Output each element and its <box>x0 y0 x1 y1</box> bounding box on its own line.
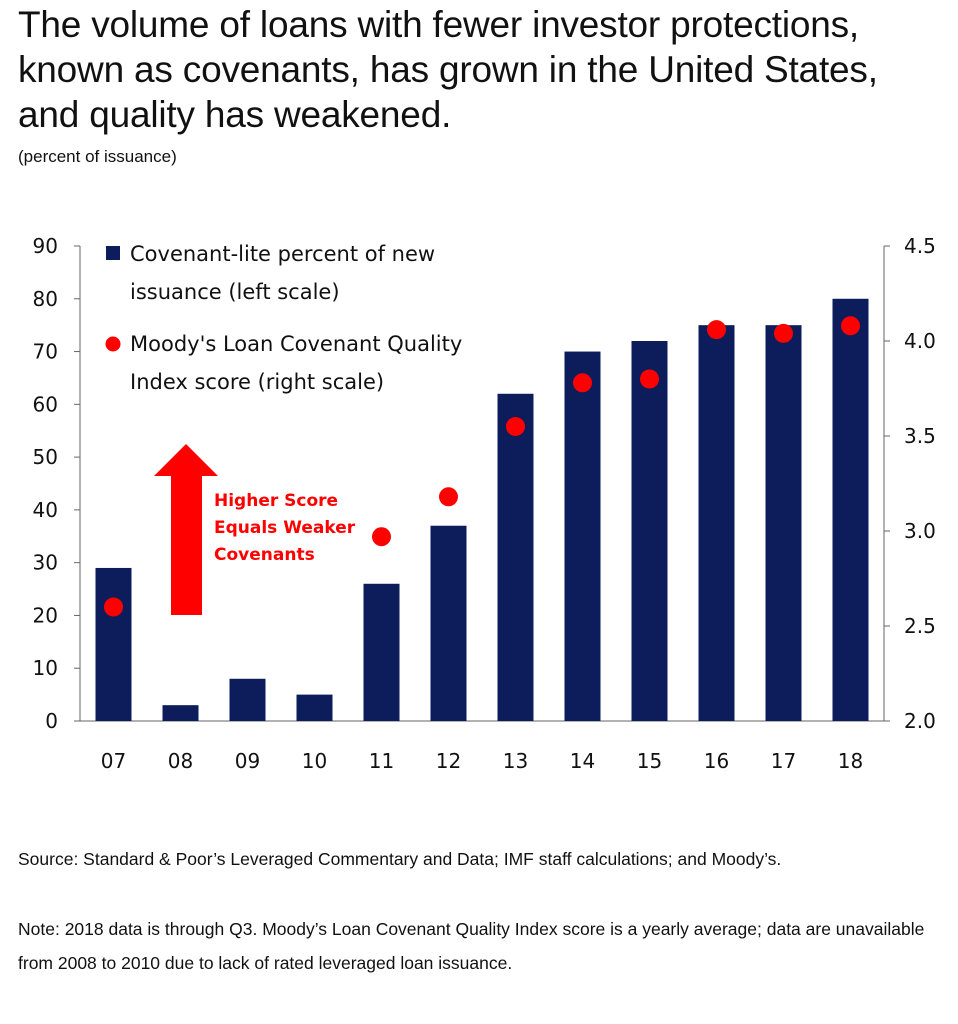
x-tick-label: 15 <box>637 749 662 773</box>
left-tick-label: 60 <box>33 392 58 416</box>
legend-dot-swatch <box>105 336 121 352</box>
bar <box>363 583 400 721</box>
bar <box>162 705 199 721</box>
bar <box>698 325 735 721</box>
left-tick-label: 10 <box>33 656 58 680</box>
bar <box>564 351 601 721</box>
x-tick-label: 08 <box>168 749 193 773</box>
data-note: Note: 2018 data is through Q3. Moody’s L… <box>18 919 925 973</box>
annotation: Higher Score Equals Weaker Covenants <box>154 444 356 615</box>
axes: 0 10 20 30 40 50 60 70 80 90 2.0 2.5 3.0 3.5 4.0 4.5 07 0… <box>33 234 936 773</box>
legend-dot-label: Moody's Loan Covenant Quality <box>130 332 462 356</box>
data-point <box>439 487 458 507</box>
left-tick-label: 30 <box>33 551 58 575</box>
right-tick-label: 4.5 <box>904 234 936 258</box>
left-tick-label: 70 <box>33 340 58 364</box>
x-tick-label: 17 <box>771 749 796 773</box>
source-note: Source: Standard & Poor’s Leveraged Comm… <box>18 849 782 869</box>
data-point <box>774 323 793 343</box>
legend-bar-label: issuance (left scale) <box>130 280 340 304</box>
data-point <box>640 369 659 389</box>
left-tick-label: 50 <box>33 445 58 469</box>
bar <box>95 567 132 721</box>
right-tick-label: 2.5 <box>904 614 936 638</box>
data-point <box>506 417 525 436</box>
x-tick-label: 16 <box>704 749 729 773</box>
x-tick-label: 14 <box>570 749 595 773</box>
right-tick-label: 2.0 <box>904 709 936 733</box>
data-point <box>372 527 391 547</box>
right-tick-label: 3.5 <box>904 424 936 448</box>
x-tick-label: 18 <box>838 749 863 773</box>
bar <box>631 341 668 721</box>
annotation-text: Covenants <box>214 545 315 565</box>
legend: Covenant-lite percent of new issuance (le… <box>105 242 462 394</box>
legend-bar-swatch <box>106 246 120 260</box>
up-arrow-icon <box>154 444 218 615</box>
bar <box>497 393 534 721</box>
left-tick-label: 20 <box>33 603 58 627</box>
data-point <box>573 373 592 393</box>
bar <box>832 298 869 721</box>
data-point <box>707 320 726 340</box>
left-tick-label: 80 <box>33 287 58 311</box>
annotation-text: Higher Score <box>214 491 338 511</box>
right-tick-label: 4.0 <box>904 329 936 353</box>
data-point <box>104 597 123 617</box>
x-tick-label: 09 <box>235 749 260 773</box>
combo-chart: 0 10 20 30 40 50 60 70 80 90 2.0 2.5 3.0 3.5 4.0 4.5 07 0… <box>33 234 936 773</box>
legend-bar-label: Covenant-lite percent of new <box>130 242 435 266</box>
left-tick-label: 0 <box>45 709 58 733</box>
x-tick-label: 11 <box>369 749 394 773</box>
left-tick-label: 40 <box>33 498 58 522</box>
bar <box>296 694 333 721</box>
data-point <box>841 316 860 336</box>
chart-title: The volume of loans with fewer investor … <box>18 4 878 135</box>
bar-series <box>95 298 869 721</box>
bar <box>430 525 467 721</box>
bar <box>229 678 266 721</box>
x-tick-label: 13 <box>503 749 528 773</box>
chart-subtitle: (percent of issuance) <box>18 147 177 166</box>
x-tick-label: 12 <box>436 749 461 773</box>
x-tick-label: 07 <box>101 749 126 773</box>
legend-dot-label: Index score (right scale) <box>130 370 384 394</box>
right-tick-label: 3.0 <box>904 519 936 543</box>
bar <box>765 325 802 721</box>
x-tick-label: 10 <box>302 749 327 773</box>
dot-series <box>104 316 860 617</box>
annotation-text: Equals Weaker <box>214 518 356 538</box>
left-tick-label: 90 <box>33 234 58 258</box>
